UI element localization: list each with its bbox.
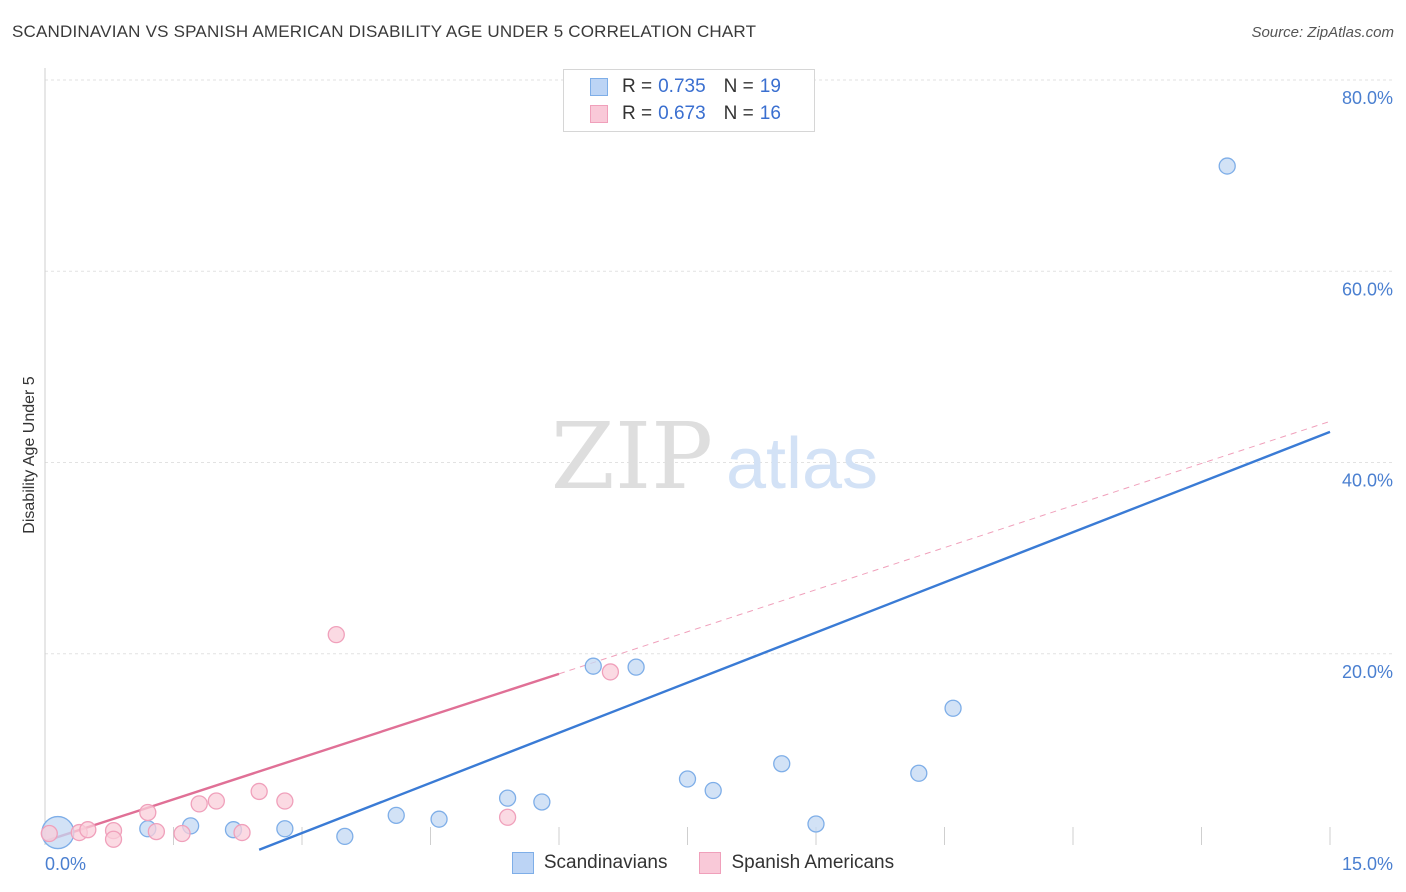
- x-tick-label: 15.0%: [1342, 854, 1393, 874]
- data-point-series-0: [678, 770, 697, 788]
- grid-lines: [45, 79, 1395, 655]
- legend-n-value: 19: [759, 76, 781, 97]
- legend-r-label: R =: [622, 76, 653, 97]
- watermark-atlas: atlas: [726, 424, 878, 504]
- data-point-series-0: [276, 820, 294, 838]
- data-point-series-1: [233, 823, 251, 842]
- legend-n-value: 16: [759, 103, 781, 124]
- data-point-series-1: [79, 821, 97, 839]
- data-point-series-1: [173, 824, 191, 843]
- data-point-series-0: [336, 827, 354, 846]
- data-point-series-1: [40, 824, 58, 843]
- data-point-series-0: [1218, 157, 1236, 175]
- y-tick-label: 40.0%: [1342, 471, 1393, 491]
- series-legend-scandinavians: Scandinavians: [511, 852, 668, 874]
- legend-r-value: 0.673: [658, 103, 706, 124]
- legend-r-label: R =: [622, 103, 653, 124]
- data-point-series-1: [190, 795, 208, 813]
- data-point-series-0: [627, 658, 645, 676]
- data-point-series-1: [498, 808, 517, 826]
- legend-swatch-spanish-americans: [590, 105, 608, 123]
- axes: [44, 68, 1331, 845]
- trend-lines: [44, 420, 1331, 851]
- series-swatch-scandinavians: [511, 852, 534, 874]
- chart-title: SCANDINAVIAN VS SPANISH AMERICAN DISABIL…: [12, 22, 757, 41]
- legend-r-value: 0.735: [658, 76, 706, 97]
- legend-swatch-scandinavians: [590, 78, 608, 96]
- series-swatch-spanish-americans: [699, 852, 722, 874]
- source-label: Source: ZipAtlas.com: [1251, 24, 1394, 41]
- trend-line-series-1: [44, 672, 560, 843]
- data-point-series-0: [498, 789, 517, 807]
- watermark: ZIP atlas: [551, 403, 878, 510]
- trend-line-series-0: [258, 430, 1331, 851]
- y-tick-label: 20.0%: [1342, 662, 1393, 682]
- legend-row-spanish-americans: R = 0.673 N = 16: [590, 103, 781, 125]
- watermark-zip: ZIP: [551, 403, 713, 510]
- correlation-legend: R = 0.735 N = 19 R = 0.673 N = 16: [563, 69, 815, 132]
- data-point-series-0: [533, 793, 551, 811]
- data-point-series-1: [139, 803, 157, 822]
- legend-n-label: N =: [723, 76, 754, 97]
- data-point-series-1: [207, 792, 225, 810]
- series-legend-spanish-americans: Spanish Americans: [699, 852, 894, 874]
- data-point-series-1: [147, 822, 166, 841]
- y-axis-label: Disability Age Under 5: [21, 376, 38, 534]
- trend-extension-series-1: [558, 420, 1331, 675]
- data-point-series-1: [327, 625, 345, 644]
- legend-row-scandinavians: R = 0.735 N = 19: [590, 76, 781, 98]
- data-point-series-1: [276, 792, 294, 810]
- y-tick-label: 60.0%: [1342, 279, 1393, 299]
- y-tick-label: 80.0%: [1342, 88, 1393, 108]
- data-point-series-0: [430, 810, 448, 828]
- data-point-series-0: [910, 764, 928, 782]
- data-point-series-1: [104, 830, 123, 848]
- data-point-series-0: [704, 781, 722, 800]
- series-legend: Scandinavians Spanish Americans: [0, 852, 1406, 874]
- legend-n-label: N =: [723, 103, 754, 124]
- data-point-series-0: [944, 699, 962, 717]
- data-point-series-0: [773, 755, 791, 773]
- x-tick-label: 0.0%: [45, 854, 86, 874]
- data-point-series-1: [601, 663, 620, 681]
- series-name-spanish-americans: Spanish Americans: [731, 852, 895, 873]
- data-point-series-0: [584, 657, 602, 675]
- tick-labels: 20.0% 40.0% 60.0% 80.0% 0.0% 15.0%: [45, 88, 1393, 874]
- data-point-series-0: [387, 806, 405, 825]
- data-point-series-1: [250, 782, 268, 801]
- series-name-scandinavians: Scandinavians: [543, 852, 668, 873]
- data-points: [40, 157, 1236, 850]
- data-point-series-0: [807, 815, 825, 833]
